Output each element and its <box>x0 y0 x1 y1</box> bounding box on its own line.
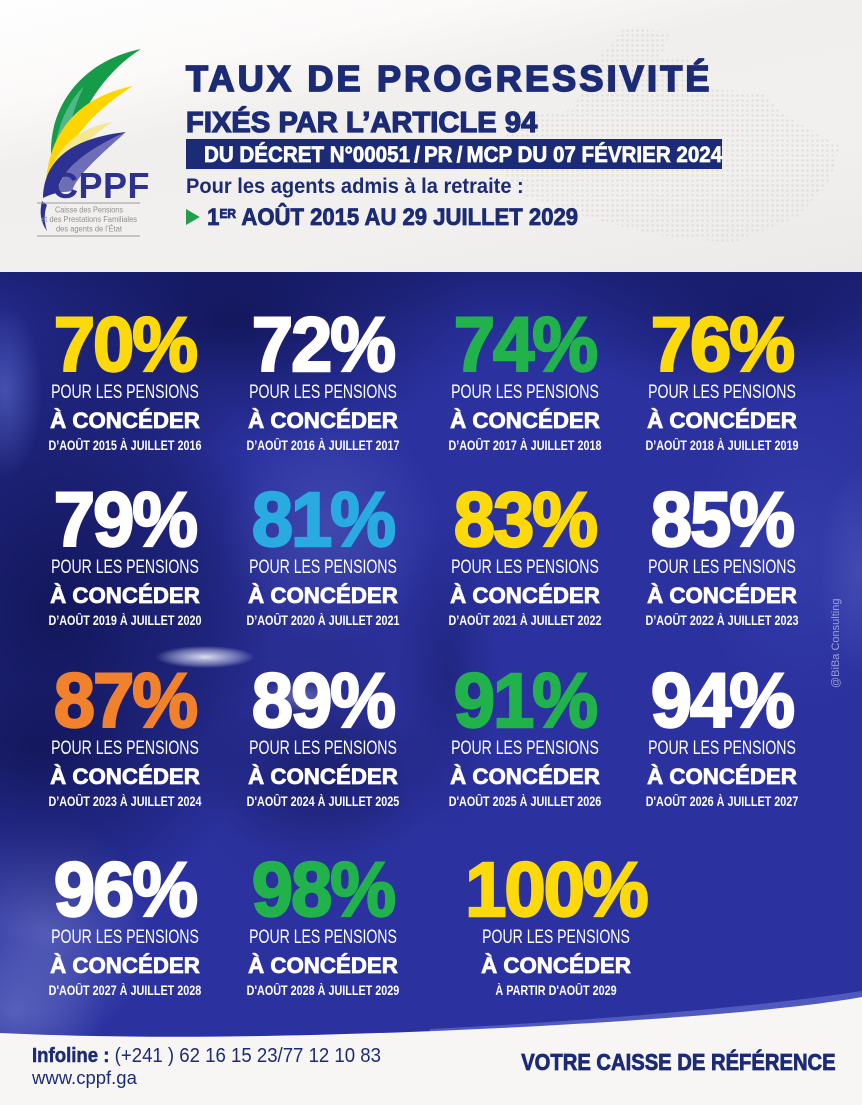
svg-text:CPPF: CPPF <box>52 165 150 206</box>
svg-text:Caisse des Pensions: Caisse des Pensions <box>55 206 123 215</box>
svg-text:des agents de l’État: des agents de l’État <box>56 225 123 234</box>
svg-text:et des Prestations Familiales: et des Prestations Familiales <box>41 215 137 224</box>
